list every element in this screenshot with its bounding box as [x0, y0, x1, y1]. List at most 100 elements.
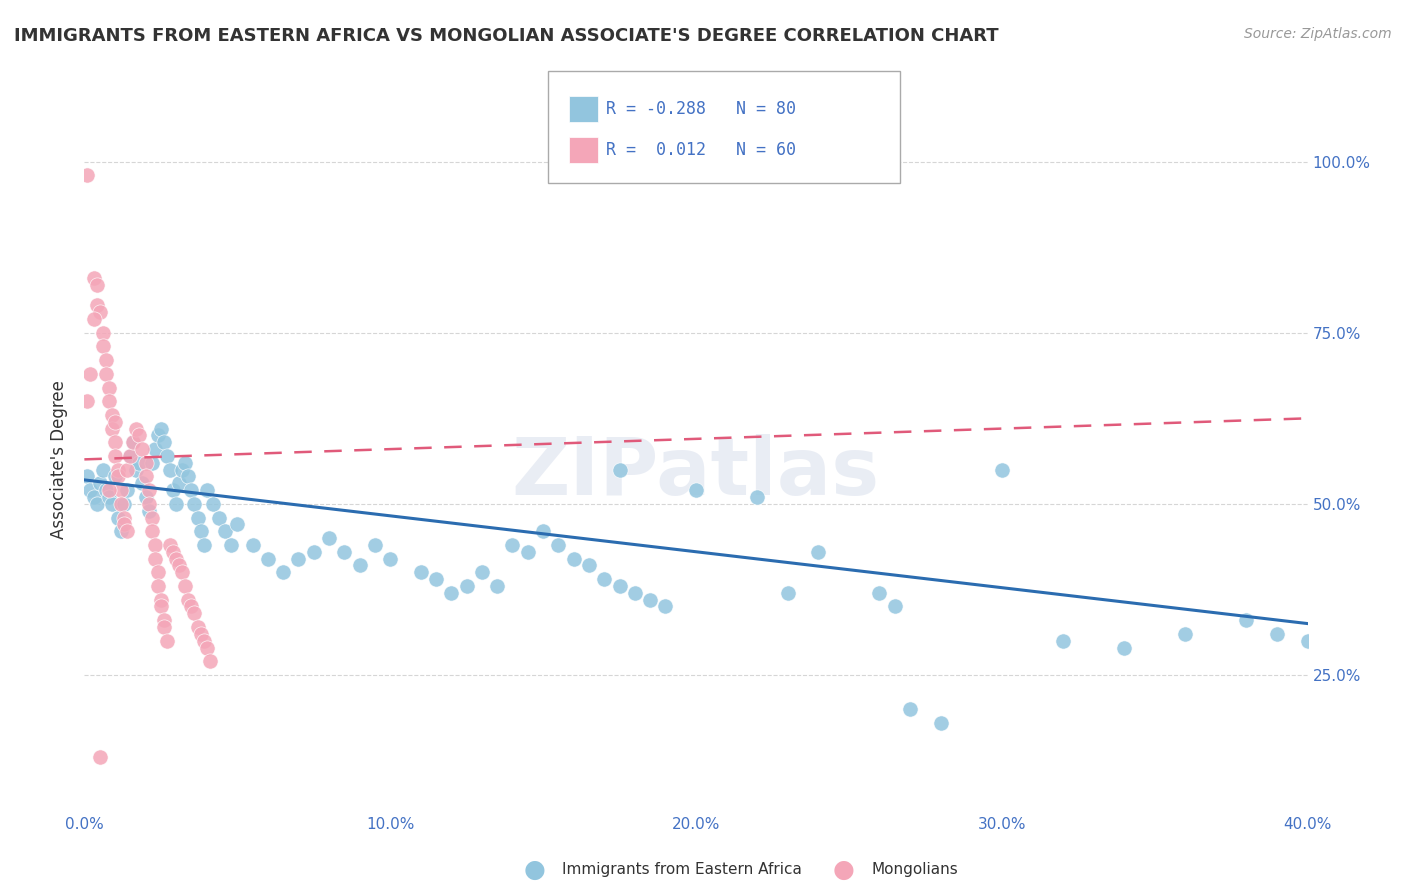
Point [146, 566, 169, 580]
Point [128, 456, 150, 470]
Point [107, 510, 129, 524]
Point [91, 339, 114, 353]
Point [115, 483, 138, 498]
Point [177, 469, 200, 483]
Point [198, 654, 221, 668]
Text: ZIPatlas: ZIPatlas [512, 434, 880, 513]
Point [104, 469, 127, 483]
Point [502, 538, 524, 552]
Text: IMMIGRANTS FROM EASTERN AFRICA VS MONGOLIAN ASSOCIATE'S DEGREE CORRELATION CHART: IMMIGRANTS FROM EASTERN AFRICA VS MONGOL… [14, 27, 998, 45]
Point [91, 326, 114, 340]
Point [195, 483, 218, 498]
Point [531, 524, 554, 539]
Point [456, 579, 478, 593]
Point [177, 592, 200, 607]
Point [153, 435, 176, 450]
Point [141, 456, 163, 470]
Point [110, 483, 132, 498]
Point [1236, 613, 1258, 627]
Point [141, 510, 163, 524]
Point [165, 551, 187, 566]
Point [141, 524, 163, 539]
Point [104, 435, 127, 450]
Point [125, 463, 148, 477]
Point [685, 483, 707, 498]
Point [83, 271, 105, 285]
Point [349, 558, 371, 573]
Point [165, 497, 187, 511]
Text: R =  0.012   N = 60: R = 0.012 N = 60 [606, 141, 796, 159]
Point [159, 538, 181, 552]
Point [1174, 627, 1197, 641]
Point [104, 449, 127, 463]
Point [79, 367, 101, 381]
Point [83, 312, 105, 326]
Point [115, 524, 138, 539]
Point [214, 524, 236, 539]
Point [186, 510, 208, 524]
Point [79, 483, 101, 498]
Y-axis label: Associate's Degree: Associate's Degree [51, 380, 69, 539]
Point [76, 169, 98, 183]
Point [440, 586, 463, 600]
Point [183, 607, 205, 621]
Point [146, 579, 169, 593]
Point [162, 545, 184, 559]
Point [807, 545, 830, 559]
Point [110, 497, 132, 511]
Text: Immigrants from Eastern Africa: Immigrants from Eastern Africa [562, 863, 803, 877]
Point [86, 277, 108, 292]
Point [156, 449, 179, 463]
Point [128, 428, 150, 442]
Point [153, 613, 176, 627]
Point [1296, 633, 1319, 648]
Point [174, 456, 197, 470]
Point [143, 551, 166, 566]
Point [486, 579, 509, 593]
Point [86, 298, 108, 312]
Point [654, 599, 676, 614]
Point [125, 421, 148, 435]
Point [167, 476, 190, 491]
Point [89, 750, 111, 764]
Point [318, 531, 340, 545]
Point [180, 599, 202, 614]
Text: Source: ZipAtlas.com: Source: ZipAtlas.com [1244, 27, 1392, 41]
Point [135, 456, 157, 470]
Point [242, 538, 264, 552]
Point [149, 599, 172, 614]
Point [471, 566, 494, 580]
Point [97, 380, 120, 394]
Point [120, 449, 142, 463]
Point [624, 586, 647, 600]
Text: ●: ● [832, 858, 855, 881]
Point [138, 483, 160, 498]
Point [195, 640, 218, 655]
Point [364, 538, 387, 552]
Point [86, 497, 108, 511]
Point [138, 497, 160, 511]
Point [143, 442, 166, 456]
Point [747, 490, 769, 504]
Point [122, 435, 145, 450]
Point [201, 497, 224, 511]
Point [638, 592, 661, 607]
Point [425, 572, 447, 586]
Point [609, 463, 631, 477]
Point [167, 558, 190, 573]
Point [97, 490, 120, 504]
Point [578, 558, 600, 573]
Point [146, 428, 169, 442]
Point [193, 538, 215, 552]
Point [131, 442, 153, 456]
Point [101, 421, 124, 435]
Point [208, 510, 231, 524]
Point [547, 538, 569, 552]
Point [89, 305, 111, 319]
Text: R = -0.288   N = 80: R = -0.288 N = 80 [606, 100, 796, 118]
Point [409, 566, 432, 580]
Point [89, 476, 111, 491]
Point [190, 524, 212, 539]
Point [929, 715, 952, 730]
Point [609, 579, 631, 593]
